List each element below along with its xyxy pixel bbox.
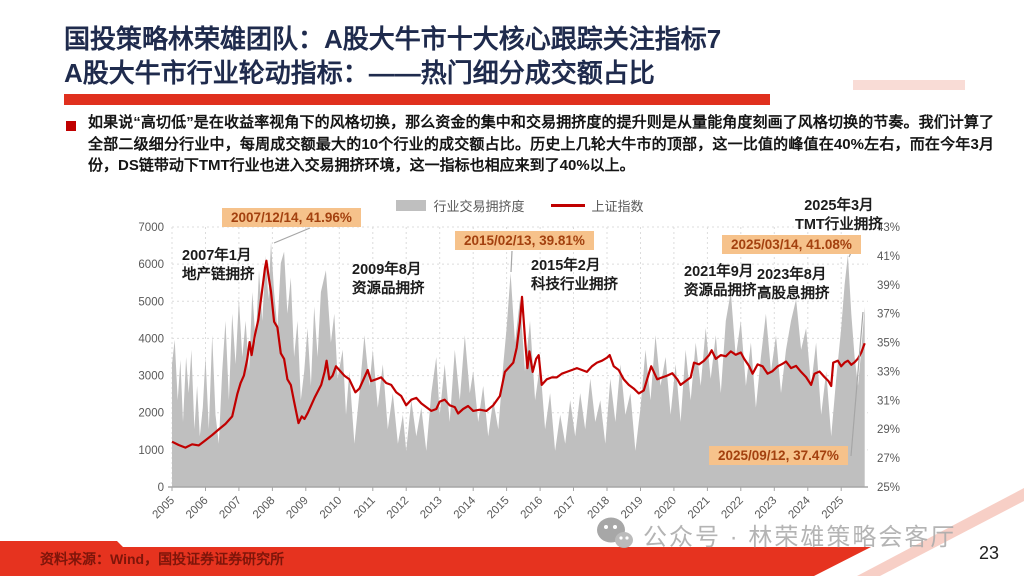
shanghai-index-line bbox=[171, 259, 866, 449]
left-axis-tick-label: 4000 bbox=[138, 333, 164, 345]
source-note: 资料来源：Wind，国投证券证券研究所 bbox=[40, 551, 285, 567]
page-number: 23 bbox=[979, 543, 1000, 563]
legend-label-crowding: 行业交易拥挤度 bbox=[433, 199, 525, 214]
bullet-marker bbox=[66, 121, 76, 131]
right-axis-tick-label: 41% bbox=[877, 251, 900, 263]
footer-diagonal-stripe bbox=[857, 488, 1024, 576]
watermark: 公众号 · 林荣雄策略会客厅 bbox=[594, 514, 956, 554]
chart-legend: 行业交易拥挤度 上证指数 bbox=[140, 196, 900, 215]
page-title: 国投策略林荣雄团队：A股大牛市十大核心跟踪关注指标7 A股大牛市行业轮动指标：—… bbox=[64, 22, 721, 90]
wechat-icon bbox=[597, 517, 633, 548]
left-axis-tick-label: 3000 bbox=[138, 371, 164, 383]
summary-paragraph: 如果说“高切低”是在收益率视角下的风格切换，那么资金的集中和交易拥挤度的提升则是… bbox=[88, 114, 994, 174]
legend-label-index: 上证指数 bbox=[591, 199, 644, 214]
page-title-line2: A股大牛市行业轮动指标：——热门细分成交额占比 bbox=[64, 58, 655, 88]
callout-leader-line bbox=[510, 250, 513, 273]
left-axis-tick-label: 2000 bbox=[138, 408, 164, 420]
right-axis-tick-label: 33% bbox=[877, 366, 900, 378]
page-title-line1: 国投策略林荣雄团队：A股大牛市十大核心跟踪关注指标7 bbox=[64, 24, 722, 54]
right-axis-tick-label: 31% bbox=[877, 395, 900, 407]
left-axis-tick-label: 5000 bbox=[138, 296, 164, 308]
left-axis-tick-label: 7000 bbox=[138, 222, 164, 234]
area-swatch-icon bbox=[396, 200, 427, 211]
right-axis-tick-label: 39% bbox=[877, 280, 900, 292]
callout-leader-line bbox=[273, 227, 311, 244]
left-axis-tick-label: 1000 bbox=[138, 445, 164, 457]
right-axis-tick-label: 43% bbox=[877, 222, 900, 234]
right-axis-tick-label: 25% bbox=[877, 482, 900, 494]
line-swatch-icon bbox=[550, 204, 585, 207]
left-axis-tick-label: 6000 bbox=[138, 259, 164, 271]
footer-red-band bbox=[0, 541, 871, 576]
legend-item-crowding: 行业交易拥挤度 bbox=[396, 196, 525, 215]
right-axis-tick-label: 29% bbox=[877, 424, 900, 436]
right-axis-tick-label: 37% bbox=[877, 309, 900, 321]
crowding-area-series bbox=[172, 242, 865, 487]
left-axis-tick-label: 0 bbox=[158, 482, 164, 494]
watermark-text: 公众号 · 林荣雄策略会客厅 bbox=[643, 523, 957, 551]
title-underline-faint-bar bbox=[853, 80, 965, 90]
title-underline-bar bbox=[64, 94, 770, 105]
right-axis-tick-label: 27% bbox=[877, 453, 900, 465]
right-axis-tick-label: 35% bbox=[877, 338, 900, 350]
legend-item-index: 上证指数 bbox=[550, 196, 644, 215]
callout-leader-line bbox=[850, 311, 864, 457]
